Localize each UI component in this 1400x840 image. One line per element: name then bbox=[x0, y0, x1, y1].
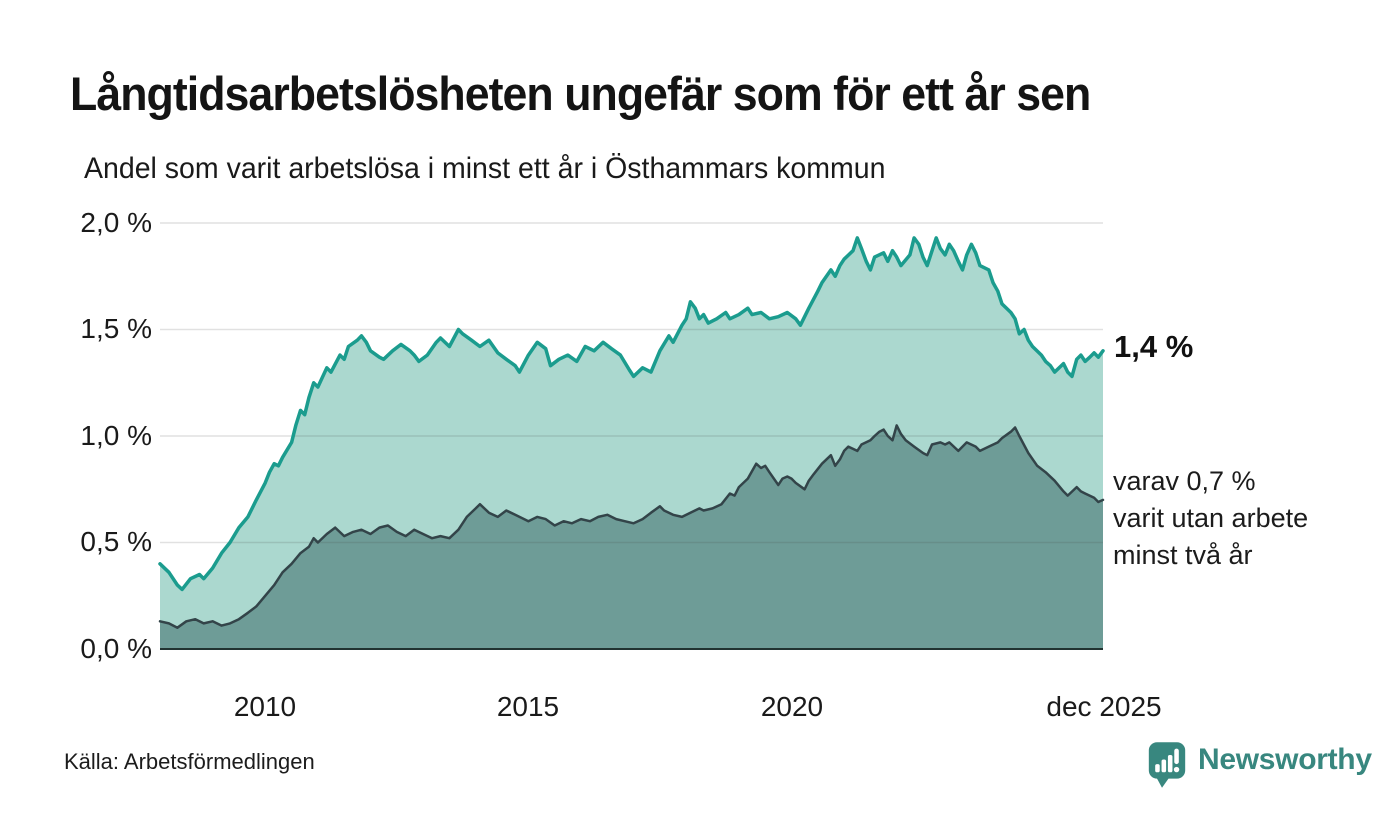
annotation-line: minst två år bbox=[1113, 540, 1253, 570]
page-title: Långtidsarbetslösheten ungefär som för e… bbox=[70, 67, 1091, 120]
latest-value-label: 1,4 % bbox=[1114, 329, 1194, 364]
x-tick-label: 2020 bbox=[760, 691, 824, 722]
source-credit: Källa: Arbetsförmedlingen bbox=[64, 749, 315, 774]
annotation-line: varit utan arbete bbox=[1113, 503, 1309, 533]
series-line-1 bbox=[158, 236, 1105, 592]
newsworthy-wordmark: Newsworthy bbox=[1198, 743, 1372, 776]
y-tick-label: 0,0 % bbox=[80, 633, 152, 664]
x-tick-label: 2010 bbox=[233, 691, 297, 722]
newsworthy-logo[interactable]: Newsworthy bbox=[1147, 740, 1372, 790]
y-tick-label: 0,5 % bbox=[80, 526, 152, 557]
series-area-2 bbox=[160, 425, 1103, 649]
x-tick-label: dec 2025 bbox=[1046, 691, 1162, 722]
secondary-series-annotation: varav 0,7 % varit utan arbete minst två … bbox=[1113, 463, 1308, 574]
y-tick-label: 1,0 % bbox=[80, 420, 152, 451]
y-tick-label: 2,0 % bbox=[80, 207, 152, 238]
series-line-2 bbox=[158, 424, 1105, 629]
newsworthy-icon bbox=[1148, 742, 1186, 788]
page-subtitle: Andel som varit arbetslösa i minst ett å… bbox=[84, 152, 886, 185]
annotation-line: varav 0,7 % bbox=[1113, 466, 1256, 496]
x-tick-label: 2015 bbox=[496, 691, 560, 722]
y-tick-label: 1,5 % bbox=[80, 313, 152, 344]
